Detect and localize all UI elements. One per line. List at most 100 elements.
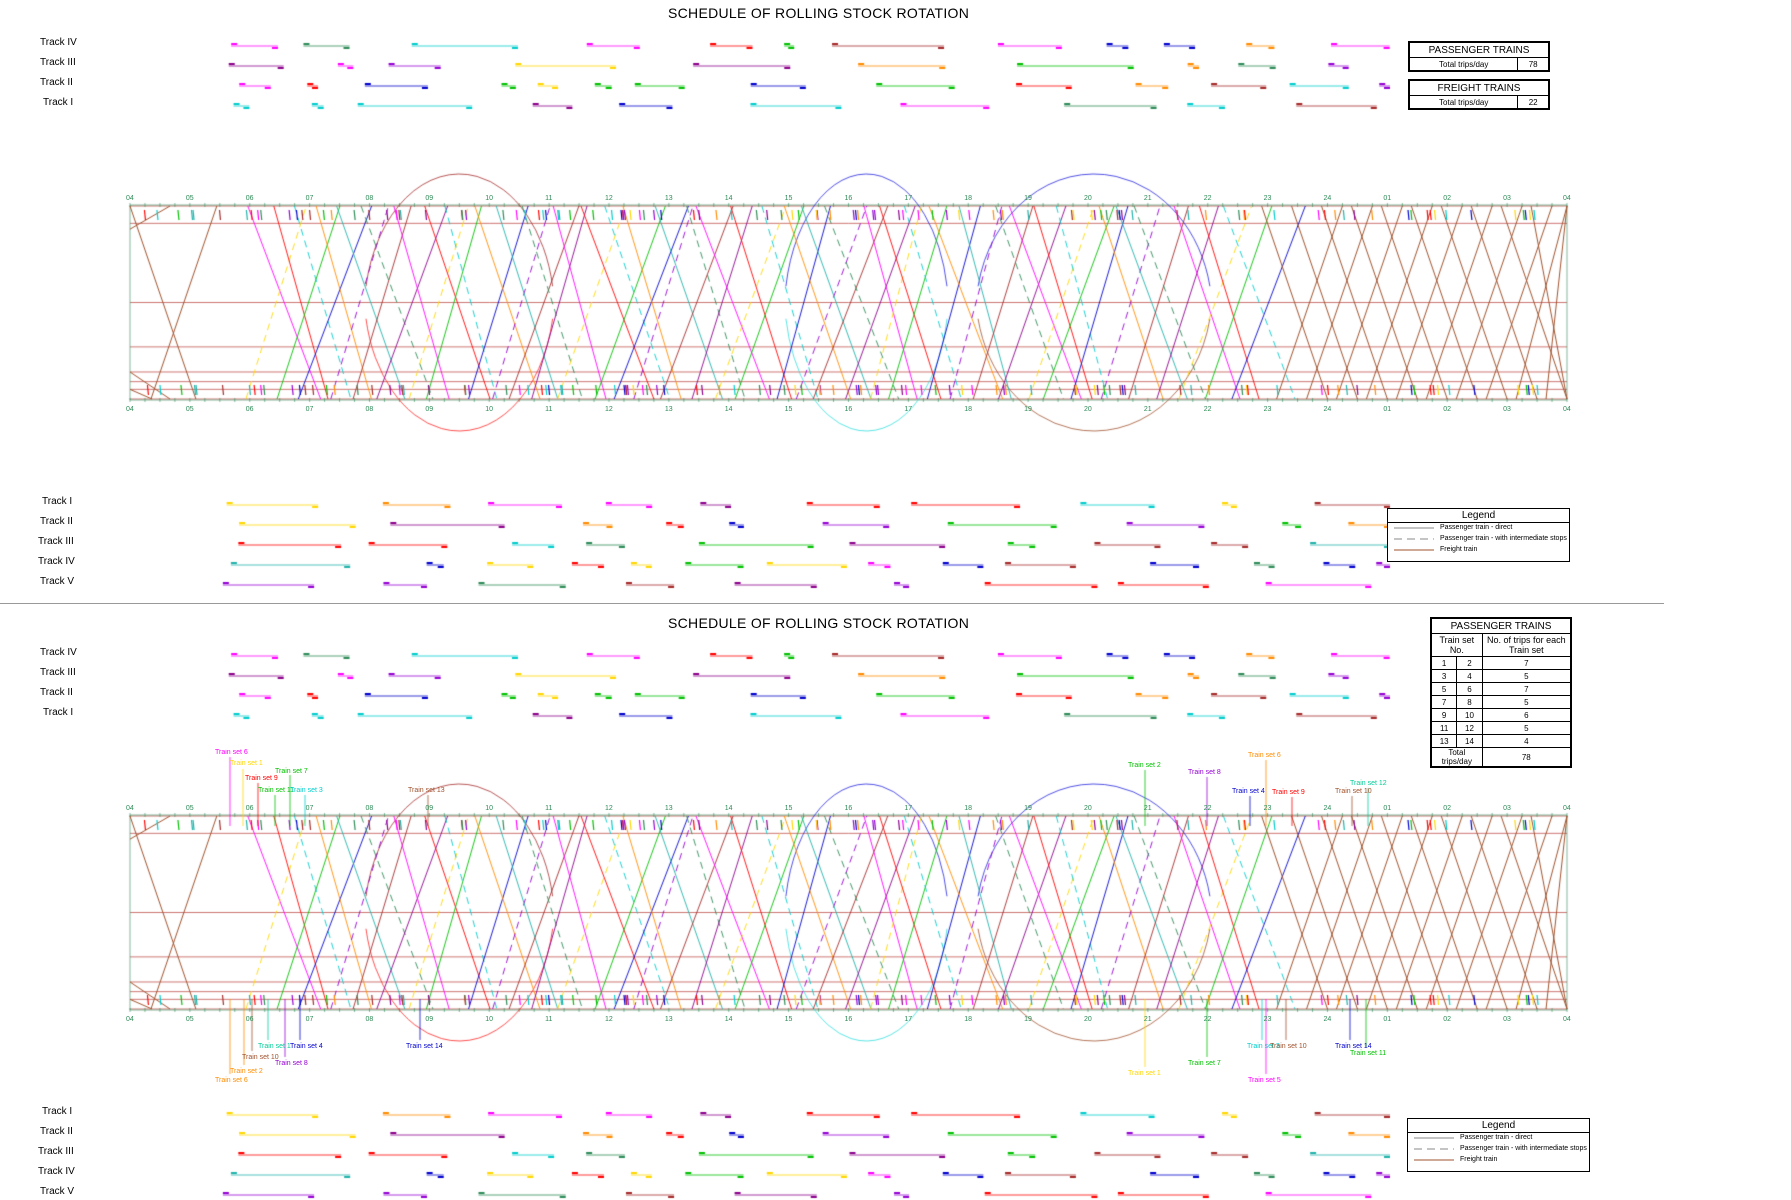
hour-label: 18 [964, 195, 973, 202]
panel2-bottom-track-label: Track IV [38, 1166, 75, 1177]
trainset-label: Train set 9 [1272, 789, 1305, 796]
trainset-label: Train set 5 [1248, 1077, 1281, 1084]
freight-box-label: Total trips/day [1408, 95, 1519, 109]
trainset-label: Train set 6 [1248, 752, 1281, 759]
panel2-top-track-label: Track III [40, 667, 76, 678]
panel2-title: SCHEDULE OF ROLLING STOCK ROTATION [668, 615, 970, 631]
trainset-label: Train set 13 [408, 787, 445, 794]
panel1-bottom-track-label: Track IV [38, 556, 75, 567]
hour-label: 10 [485, 195, 494, 202]
trainsets-cell: 7 [1481, 682, 1572, 696]
hour-label: 06 [245, 1016, 254, 1023]
hour-label: 15 [784, 195, 793, 202]
hour-label: 01 [1383, 805, 1392, 812]
hour-label: 03 [1503, 1016, 1511, 1023]
hour-label: 14 [724, 805, 733, 812]
hour-label: 21 [1143, 406, 1152, 413]
trainset-label: Train set 12 [1350, 780, 1387, 787]
trainsets-cell: 1 [1430, 656, 1458, 670]
trainset-label: Train set 3 [290, 787, 323, 794]
trainsets-row: 13 14 4 [1430, 734, 1572, 748]
passenger-box-title: PASSENGER TRAINS [1409, 42, 1549, 58]
hour-label: 12 [605, 195, 613, 202]
hour-label: 20 [1084, 195, 1092, 202]
trainsets-col2: No. of trips for each Train set [1481, 633, 1572, 657]
panel2-top-track-label: Track IV [40, 647, 77, 658]
hour-label: 14 [724, 195, 733, 202]
direct-line-icon [1394, 527, 1434, 529]
trainset-label: Train set 3 [1247, 1043, 1280, 1050]
trainsets-cell: 6 [1456, 682, 1483, 696]
hour-label: 08 [365, 805, 374, 812]
hour-label: 09 [425, 195, 434, 202]
trainsets-cell: 13 [1430, 734, 1458, 748]
panel1-bottom-track-label: Track V [40, 576, 75, 587]
hour-label: 19 [1024, 406, 1032, 413]
trainsets-cell: 7 [1481, 656, 1572, 670]
hour-label: 13 [664, 406, 673, 413]
hour-label: 19 [1024, 805, 1032, 812]
hour-label: 21 [1143, 805, 1152, 812]
hour-label: 07 [305, 1016, 314, 1023]
hour-label: 05 [185, 1016, 194, 1023]
hour-label: 06 [245, 805, 254, 812]
panel2-trainsets-box: PASSENGER TRAINS Train set No. No. of tri… [1430, 617, 1572, 768]
trainsets-cell: 8 [1456, 695, 1483, 709]
trainset-label: Train set 6 [215, 1077, 248, 1084]
hour-label: 05 [185, 805, 194, 812]
direct-line-icon [1414, 1137, 1454, 1139]
hour-label: 01 [1383, 1016, 1392, 1023]
hour-label: 02 [1443, 406, 1452, 413]
hour-label: 12 [605, 1016, 613, 1023]
hour-label: 11 [545, 805, 553, 812]
trainsets-row: 9 10 6 [1430, 708, 1572, 722]
trainset-label: Train set 8 [1188, 769, 1221, 776]
hour-label: 03 [1503, 406, 1511, 413]
hour-label: 20 [1084, 1016, 1092, 1023]
trainset-label: Train set 2 [230, 1068, 263, 1075]
hour-label: 04 [126, 805, 134, 812]
hour-label: 21 [1143, 195, 1152, 202]
freight-line-icon [1414, 1159, 1454, 1161]
hour-label: 05 [185, 406, 194, 413]
hour-label: 04 [126, 195, 134, 202]
hour-label: 21 [1143, 1016, 1152, 1023]
panel1-top-track-label: Track I [43, 97, 74, 108]
hour-label: 09 [425, 1016, 434, 1023]
panel1-bottom-track-label: Track I [42, 496, 73, 507]
trainsets-title: PASSENGER TRAINS [1431, 618, 1571, 634]
panel1-bottom-track-label: Track III [38, 536, 74, 547]
hour-label: 24 [1323, 195, 1332, 202]
trainset-label: Train set 14 [1335, 1043, 1372, 1050]
dashed-line-icon [1414, 1148, 1454, 1150]
hour-label: 15 [784, 805, 793, 812]
hour-label: 04 [126, 1016, 134, 1023]
panel2-bottom-track-label: Track III [38, 1146, 74, 1157]
hour-label: 02 [1443, 805, 1452, 812]
panel2-top-track-label: Track I [43, 707, 74, 718]
trainset-label: Train set 10 [242, 1054, 279, 1061]
hour-label: 22 [1203, 195, 1212, 202]
hour-label: 20 [1084, 805, 1092, 812]
trainsets-cell: 5 [1430, 682, 1458, 696]
hour-label: 13 [664, 805, 673, 812]
trainset-label: Train set 1 [1128, 1070, 1161, 1077]
trainsets-cell: 5 [1481, 721, 1572, 735]
trainsets-cell: 5 [1481, 695, 1572, 709]
legend-item: Passenger train - direct [1440, 524, 1513, 531]
hour-label: 02 [1443, 1016, 1452, 1023]
hour-label: 06 [245, 195, 254, 202]
hour-label: 04 [126, 406, 134, 413]
hour-label: 16 [844, 805, 853, 812]
hour-label: 07 [305, 805, 314, 812]
hour-label: 12 [605, 805, 613, 812]
hour-label: 17 [904, 805, 913, 812]
hour-label: 08 [365, 195, 374, 202]
hour-label: 12 [605, 406, 613, 413]
trainsets-cell: 3 [1430, 669, 1458, 683]
hour-label: 22 [1203, 805, 1212, 812]
trainsets-cell: 5 [1481, 669, 1572, 683]
